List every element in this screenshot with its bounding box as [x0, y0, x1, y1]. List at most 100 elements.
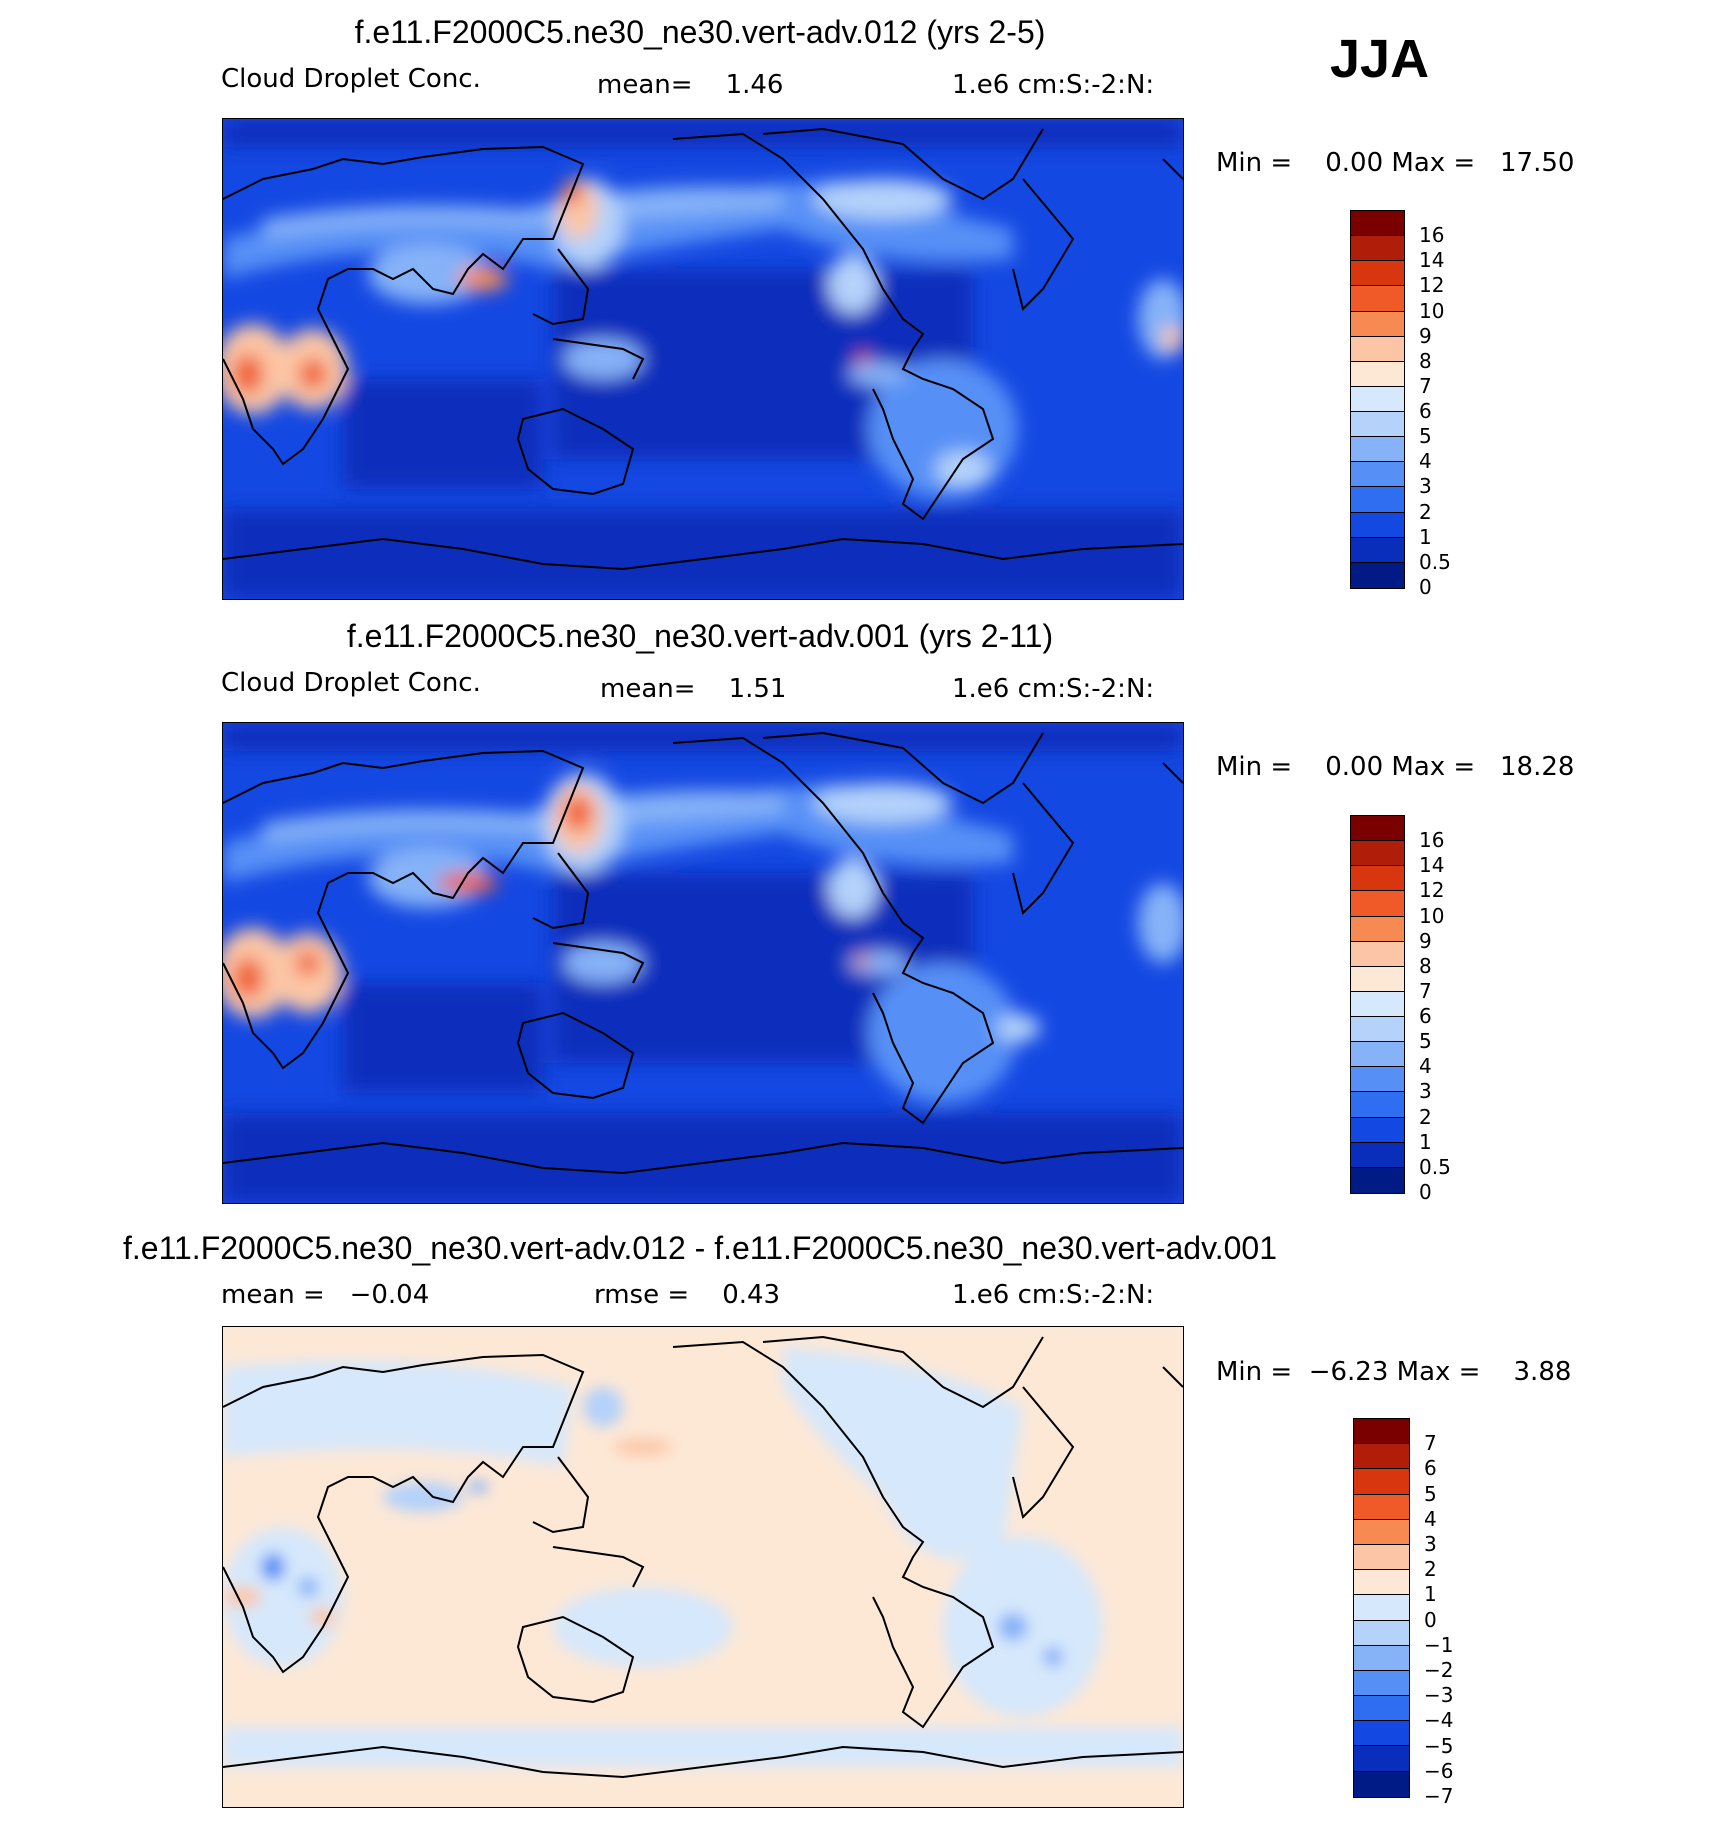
panel2-variable: Cloud Droplet Conc. [221, 668, 481, 698]
colorbar-swatch [1351, 386, 1404, 412]
panel1-units: 1.e6 cm:S:-2:N: [952, 70, 1155, 100]
colorbar-swatch [1351, 816, 1404, 842]
colorbar-swatch [1351, 891, 1404, 917]
panel1-map-svg [223, 119, 1183, 599]
colorbar-label: 5 [1424, 1481, 1437, 1506]
colorbar-label: 9 [1419, 323, 1432, 348]
colorbar-label: 0 [1419, 575, 1432, 599]
colorbar-swatch [1354, 1746, 1409, 1772]
colorbar-swatch [1354, 1544, 1409, 1571]
season-label: JJA [1330, 29, 1430, 89]
colorbar-label: 6 [1424, 1456, 1437, 1481]
panel3-rmse: rmse = 0.43 [594, 1280, 781, 1310]
panel3-minmax: Min = −6.23 Max = 3.88 [1216, 1357, 1572, 1387]
colorbar-swatch [1354, 1469, 1409, 1495]
colorbar-swatch [1351, 1017, 1404, 1043]
colorbar-label: −2 [1424, 1658, 1454, 1682]
colorbar-label: −4 [1424, 1708, 1454, 1733]
panel1-map [222, 118, 1184, 600]
colorbar-swatch [1351, 991, 1404, 1017]
colorbar-label: 12 [1419, 878, 1445, 903]
colorbar-label: 1 [1424, 1582, 1437, 1607]
panel3-units: 1.e6 cm:S:-2:N: [952, 1280, 1155, 1310]
colorbar-swatch [1354, 1419, 1409, 1445]
colorbar-swatch [1351, 866, 1404, 892]
colorbar-label: 0 [1424, 1607, 1437, 1632]
colorbar-swatch [1351, 1067, 1404, 1093]
colorbar-label: 16 [1419, 223, 1445, 248]
colorbar-swatch [1351, 1167, 1404, 1193]
colorbar-label: −3 [1424, 1683, 1454, 1708]
colorbar-label: 0 [1419, 1180, 1432, 1204]
colorbar-label: 10 [1419, 903, 1445, 928]
panel2-minmax: Min = 0.00 Max = 18.28 [1216, 752, 1575, 782]
colorbar-swatch [1351, 361, 1404, 387]
colorbar-swatch [1351, 841, 1404, 867]
panel2-map [222, 722, 1184, 1204]
colorbar-swatch [1351, 512, 1404, 538]
colorbar-label: 0.5 [1419, 549, 1451, 574]
colorbar-swatch [1354, 1721, 1409, 1747]
colorbar-label: 1 [1419, 524, 1432, 549]
panel2-mean: mean= 1.51 [600, 674, 787, 704]
colorbar-label: 3 [1419, 1079, 1432, 1104]
colorbar-swatch [1351, 286, 1404, 312]
colorbar-label: 2 [1419, 499, 1432, 524]
panel2-coastlines [223, 731, 1183, 1175]
colorbar-label: 8 [1419, 953, 1432, 978]
colorbar-swatch [1351, 412, 1404, 438]
panel3-map [222, 1326, 1184, 1808]
panel1-variable: Cloud Droplet Conc. [221, 64, 481, 94]
colorbar-label: 4 [1424, 1506, 1437, 1531]
panel1-minmax: Min = 0.00 Max = 17.50 [1216, 148, 1575, 178]
colorbar-label: −6 [1424, 1758, 1454, 1783]
colorbar-swatch [1354, 1570, 1409, 1596]
colorbar-swatch [1351, 487, 1404, 513]
colorbar-label: 6 [1419, 1004, 1432, 1029]
panel3-coastlines [223, 1335, 1183, 1779]
colorbar-label: −7 [1424, 1784, 1454, 1808]
colorbar-swatch [1351, 336, 1404, 362]
colorbar-label: 7 [1419, 373, 1432, 398]
colorbar-label: −5 [1424, 1733, 1454, 1758]
colorbar-swatch [1351, 941, 1404, 967]
panel1-title: f.e11.F2000C5.ne30_ne30.vert-adv.012 (yr… [354, 14, 1046, 50]
panel2-title: f.e11.F2000C5.ne30_ne30.vert-adv.001 (yr… [346, 618, 1054, 654]
colorbar-label: 8 [1419, 348, 1432, 373]
panel2-units: 1.e6 cm:S:-2:N: [952, 674, 1155, 704]
colorbar-swatch [1354, 1595, 1409, 1621]
colorbar-label: 3 [1424, 1532, 1437, 1556]
colorbar-label: 2 [1419, 1104, 1432, 1129]
colorbar-swatch [1351, 1142, 1404, 1168]
colorbar-label: 5 [1419, 1029, 1432, 1054]
colorbar-swatch [1354, 1444, 1409, 1470]
panel3-title: f.e11.F2000C5.ne30_ne30.vert-adv.012 - f… [123, 1230, 1277, 1266]
colorbar-swatch [1351, 966, 1404, 992]
colorbar-label: 1 [1419, 1129, 1432, 1154]
colorbar-swatch [1351, 1042, 1404, 1068]
colorbar-swatch [1351, 462, 1404, 488]
colorbar-label: 14 [1419, 853, 1445, 878]
colorbar-label: 6 [1419, 399, 1432, 424]
colorbar-swatch [1351, 236, 1404, 262]
colorbar-swatch [1351, 311, 1404, 337]
colorbar-label: 0.5 [1419, 1154, 1451, 1179]
colorbar-label: 9 [1419, 928, 1432, 953]
colorbar-swatch [1354, 1494, 1409, 1520]
colorbar-swatch [1351, 916, 1404, 942]
colorbar-label: 12 [1419, 273, 1445, 298]
panel3-map-svg [223, 1327, 1183, 1807]
colorbar-label: 3 [1419, 474, 1432, 499]
panel2-map-svg [223, 723, 1183, 1203]
colorbar-swatch [1354, 1771, 1409, 1797]
panel1-coastlines [223, 127, 1183, 571]
colorbar-swatch [1354, 1696, 1409, 1722]
colorbar-swatch [1351, 537, 1404, 563]
colorbar-label: 5 [1419, 424, 1432, 449]
colorbar-label: 7 [1419, 978, 1432, 1003]
colorbar-swatch [1354, 1620, 1409, 1646]
colorbar-swatch [1354, 1670, 1409, 1697]
colorbar-swatch [1351, 211, 1404, 237]
colorbar-label: 10 [1419, 298, 1445, 323]
colorbar-label: 2 [1424, 1557, 1437, 1582]
